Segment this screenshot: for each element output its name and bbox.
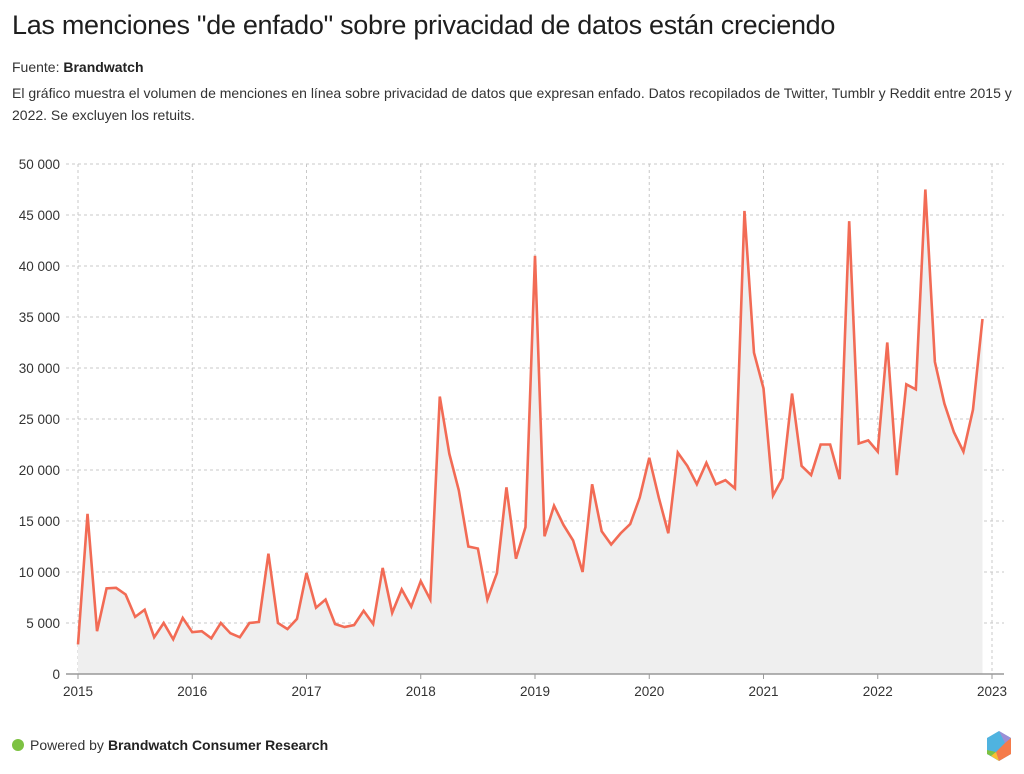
x-tick-label: 2018 bbox=[406, 684, 436, 699]
brand-name[interactable]: Brandwatch Consumer Research bbox=[107, 737, 329, 753]
y-tick-label: 0 bbox=[52, 667, 60, 682]
x-tick-label: 2022 bbox=[863, 684, 893, 699]
x-tick-label: 2016 bbox=[177, 684, 207, 699]
x-tick-label: 2017 bbox=[291, 684, 321, 699]
x-tick-label: 2019 bbox=[520, 684, 550, 699]
chart-description: El gráfico muestra el volumen de mencion… bbox=[12, 85, 1012, 123]
x-tick-label: 2021 bbox=[748, 684, 778, 699]
area-fill bbox=[78, 189, 983, 674]
footer: Powered by Brandwatch Consumer Research bbox=[12, 737, 328, 753]
y-tick-label: 10 000 bbox=[19, 565, 60, 580]
source-line: Fuente: Brandwatch bbox=[12, 59, 144, 75]
brandwatch-logo-icon[interactable] bbox=[985, 730, 1013, 762]
source-name: Brandwatch bbox=[63, 59, 144, 75]
x-axis: 2015 2016 2017 2018 2019 2020 2021 2022 2023 bbox=[63, 674, 1007, 699]
y-tick-label: 20 000 bbox=[19, 463, 60, 478]
powered-by-label: Powered by bbox=[30, 737, 104, 753]
y-tick-label: 25 000 bbox=[19, 412, 60, 427]
x-tick-label: 2020 bbox=[634, 684, 664, 699]
x-tick-label: 2023 bbox=[977, 684, 1007, 699]
y-tick-label: 40 000 bbox=[19, 259, 60, 274]
y-axis: 0 5 000 10 000 15 000 20 000 25 000 30 000 35 0… bbox=[19, 157, 60, 682]
chart-title: Las menciones "de enfado" sobre privacid… bbox=[12, 10, 836, 40]
status-dot-icon bbox=[12, 739, 24, 751]
y-tick-label: 5 000 bbox=[26, 616, 60, 631]
y-tick-label: 35 000 bbox=[19, 310, 60, 325]
line-chart: 0 5 000 10 000 15 000 20 000 25 000 30 000 35 0… bbox=[19, 157, 1007, 699]
y-tick-label: 15 000 bbox=[19, 514, 60, 529]
series-line bbox=[76, 189, 984, 645]
source-label: Fuente: bbox=[12, 59, 60, 75]
x-tick-label: 2015 bbox=[63, 684, 93, 699]
y-tick-label: 45 000 bbox=[19, 208, 60, 223]
y-tick-label: 50 000 bbox=[19, 157, 60, 172]
y-tick-label: 30 000 bbox=[19, 361, 60, 376]
